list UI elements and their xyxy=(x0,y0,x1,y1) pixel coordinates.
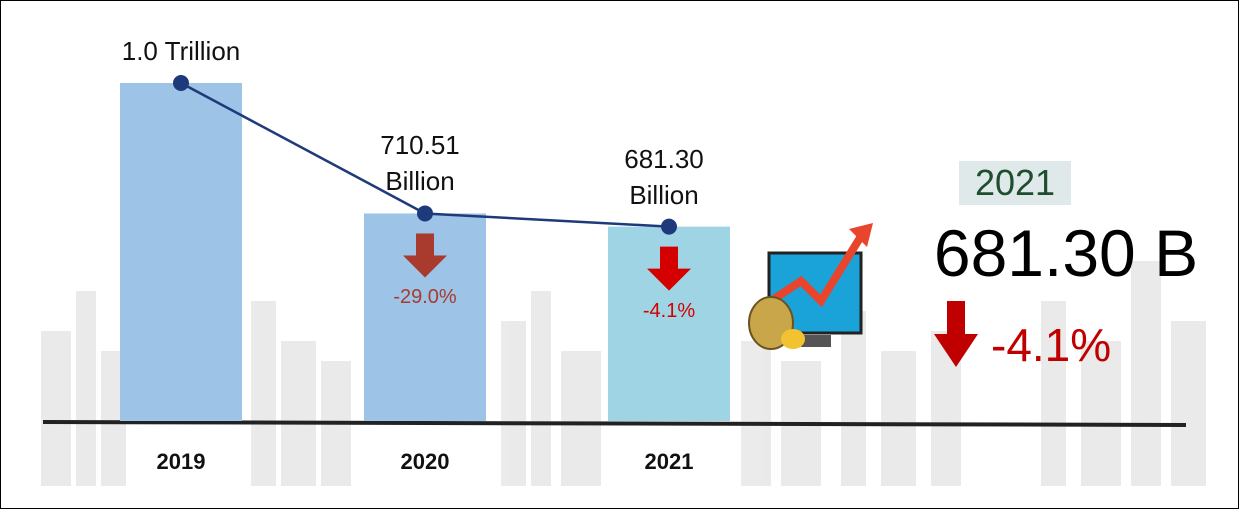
x-tick-label: 2019 xyxy=(157,449,206,474)
highlight-change: -4.1% xyxy=(991,319,1112,371)
highlight-value: 681.30 B xyxy=(933,216,1199,290)
highlight-arrow xyxy=(934,301,978,367)
skyline xyxy=(41,261,1206,486)
value-label: 681.30 Billion xyxy=(624,143,704,210)
value-label: 1.0 Trillion xyxy=(121,36,241,66)
point xyxy=(173,75,189,91)
point xyxy=(661,218,677,235)
highlight-year: 2021 xyxy=(959,161,1071,205)
x-tick-label: 2021 xyxy=(645,449,694,474)
point xyxy=(417,205,433,222)
baseline xyxy=(42,420,1187,427)
bar xyxy=(120,83,242,421)
money-icon xyxy=(748,223,873,350)
value-label: 710.51 Billion xyxy=(380,130,460,197)
x-tick-label: 2020 xyxy=(401,449,450,474)
change-label: -29.0% xyxy=(393,286,457,309)
change-arrow xyxy=(647,246,691,291)
change-arrow xyxy=(403,233,447,278)
change-label: -4.1% xyxy=(642,299,696,322)
